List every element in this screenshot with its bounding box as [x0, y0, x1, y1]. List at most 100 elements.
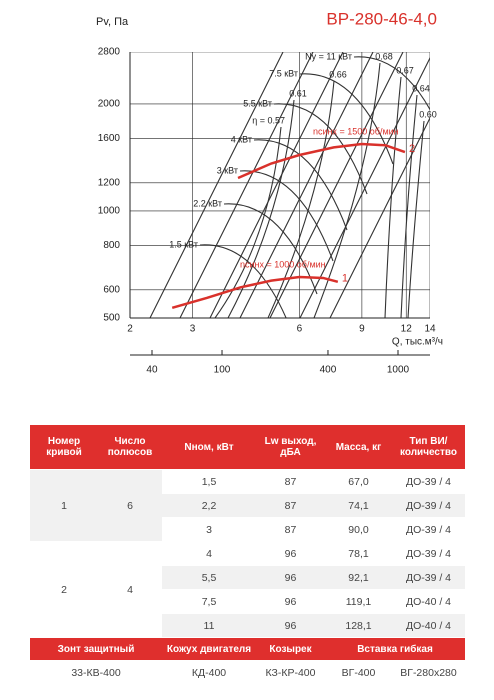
chart-title: ВР-280-46-4,0	[326, 9, 437, 28]
chart: ВР-280-46-4,0 Pv, Па Q, тыс.м³/ч 500 600 8…	[96, 9, 443, 376]
table-cell: 33-КВ-400	[30, 660, 162, 685]
table-row: Зонт защитный Кожух двигателя Козырек Встав…	[30, 637, 465, 661]
annotation: 0.61	[289, 88, 307, 98]
power-line	[299, 73, 394, 165]
annotation: 7.5 кВт	[269, 68, 298, 78]
y-tick-label: 1200	[98, 177, 121, 188]
table-cell: КЗ-КР-400	[256, 660, 325, 685]
x-tick-label: 9	[359, 324, 365, 335]
system-curve	[269, 52, 404, 318]
table-cell: Lw выход, дБА	[256, 425, 325, 470]
table-row: 2,2 87 74,1 ДО-39 / 4	[30, 493, 465, 518]
power-line	[223, 203, 318, 295]
decor	[130, 52, 430, 318]
y-tick-label: 2800	[98, 47, 121, 58]
table-cell: Масса, кг	[325, 425, 392, 470]
table-row: 5,5 96 92,1 ДО-39 / 4	[30, 565, 465, 590]
table-row: 11 96 128,1 ДО-40 / 4	[30, 613, 465, 638]
table-cell: 96	[256, 613, 325, 638]
table-row: 1 6 1,5 87 67,0 ДО-39 / 4	[30, 469, 465, 542]
annotation: 5.5 кВт	[243, 98, 272, 108]
annotation: 0.67	[396, 65, 414, 75]
table-cell: 96	[256, 565, 325, 590]
system-curve	[239, 52, 374, 318]
spec-table: Номер кривой Число полюсов Nном, кВт Lw вых…	[30, 425, 465, 685]
annotation: nсинх = 1000 об/мин	[240, 259, 326, 269]
y-tick-label: 500	[103, 313, 120, 324]
annotation: 0.60	[419, 109, 437, 119]
x-tick-label: 6	[297, 324, 303, 335]
table-cell: Номер кривой	[30, 425, 98, 470]
table-cell: Вставка гибкая	[325, 637, 465, 661]
annotation: 3 кВт	[217, 165, 238, 175]
annotation: 1.5 кВт	[169, 239, 198, 249]
table-cell: 1,5	[162, 469, 256, 494]
x-tick-label: 3	[190, 324, 196, 335]
table-cell: 11	[162, 613, 256, 638]
annotation: nсинх = 1500 об/мин	[313, 126, 399, 136]
efficiency-line	[384, 76, 402, 318]
y-tick-label: 800	[103, 240, 120, 251]
efficiency-line	[313, 62, 381, 318]
performance-curve	[171, 275, 339, 310]
table-row: Номер кривой Число полюсов Nном, кВт Lw вых…	[30, 425, 465, 470]
curve-label: 1	[342, 273, 348, 285]
table-cell: ДО-39 / 4	[392, 493, 465, 518]
system-curve	[149, 52, 284, 318]
annotation: Ny = 11 кВт	[305, 51, 352, 61]
system-curve	[209, 52, 344, 318]
table-cell: ДО-39 / 4	[392, 517, 465, 542]
table-cell: ВГ-400	[325, 660, 392, 685]
x-axis-label: Q, тыс.м³/ч	[392, 337, 443, 348]
y-tick-label: 2000	[98, 99, 121, 110]
table-row: 2 4 4 96 78,1 ДО-39 / 4	[30, 541, 465, 638]
table-cell: 119,1	[325, 589, 392, 614]
table-cell: 74,1	[325, 493, 392, 518]
x-tick-label: 14	[424, 324, 436, 335]
annotation: η = 0.57	[252, 115, 285, 125]
table-cell: 4	[162, 541, 256, 566]
table-cell: 87	[256, 469, 325, 494]
power-line	[353, 56, 430, 111]
power-line	[273, 103, 368, 195]
x-tick-label: 2	[127, 324, 133, 335]
y-axis-label: Pv, Па	[96, 16, 129, 28]
x-tick-label: 12	[401, 324, 413, 335]
x2-tick-label: 40	[146, 365, 158, 376]
y-tick-label: 1000	[98, 206, 121, 217]
performance-curve	[237, 142, 406, 180]
x2-tick-label: 400	[320, 365, 337, 376]
table-cell: 6	[98, 469, 162, 542]
efficiency-line	[407, 120, 425, 318]
table-cell: Nном, кВт	[162, 425, 256, 470]
table-cell: 96	[256, 541, 325, 566]
table-cell: Тип ВИ/ количество	[392, 425, 465, 470]
table-cell: 128,1	[325, 613, 392, 638]
table-cell: ДО-40 / 4	[392, 589, 465, 614]
table-cell: 1	[30, 469, 98, 542]
power-line	[239, 170, 334, 262]
table-row: 33-КВ-400 КД-400 КЗ-КР-400 ВГ-400 ВГ-280х280	[30, 660, 465, 685]
table-cell: 7,5	[162, 589, 256, 614]
table-row: 7,5 96 119,1 ДО-40 / 4	[30, 589, 465, 614]
x2-tick-label: 1000	[387, 365, 410, 376]
system-curve	[179, 52, 314, 318]
table-cell: 4	[98, 541, 162, 638]
table-cell: 2	[30, 541, 98, 638]
annotation: 0.64	[412, 83, 430, 93]
efficiency-line	[400, 94, 418, 318]
table-cell: ДО-39 / 4	[392, 469, 465, 494]
table-cell: 96	[256, 589, 325, 614]
table-cell: ДО-39 / 4	[392, 541, 465, 566]
efficiency-line	[227, 99, 295, 318]
annotation: 2.2 кВт	[193, 198, 222, 208]
annotation: 4 кВт	[231, 134, 252, 144]
annotation: 0.68	[375, 51, 393, 61]
table-cell: 2,2	[162, 493, 256, 518]
table-cell: 90,0	[325, 517, 392, 542]
table-cell: ДО-39 / 4	[392, 565, 465, 590]
annotation: 0.66	[329, 69, 347, 79]
table-cell: ДО-40 / 4	[392, 613, 465, 638]
table-cell: Зонт защитный	[30, 637, 162, 661]
